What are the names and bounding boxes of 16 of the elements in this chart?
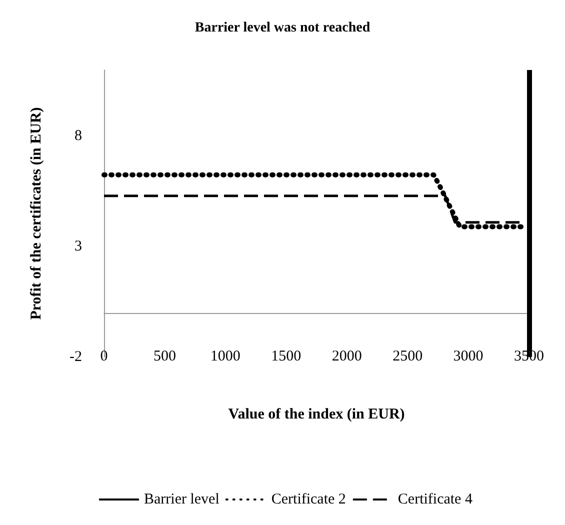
y-tick-label: 8 — [74, 128, 82, 144]
x-tick-label: 2000 — [332, 348, 362, 364]
x-tick-label: 1500 — [271, 348, 302, 364]
legend-label: Certificate 2 — [271, 492, 346, 508]
legend-label: Barrier level — [144, 492, 220, 508]
x-tick-label: 0 — [100, 348, 108, 364]
legend-label: Certificate 4 — [398, 492, 473, 508]
y-tick-label: 3 — [74, 238, 82, 255]
y-tick-label: -2 — [70, 349, 82, 365]
x-tick-label: 500 — [153, 348, 176, 364]
x-tick-label: 1000 — [210, 348, 240, 364]
x-tick-label: 3000 — [453, 348, 484, 364]
y-axis-title: Profit of the certificates (in EUR) — [28, 107, 44, 320]
chart-title: Barrier level was not reached — [194, 20, 370, 36]
x-tick-label: 2500 — [392, 348, 423, 364]
x-axis-title: Value of the index (in EUR) — [228, 406, 405, 422]
